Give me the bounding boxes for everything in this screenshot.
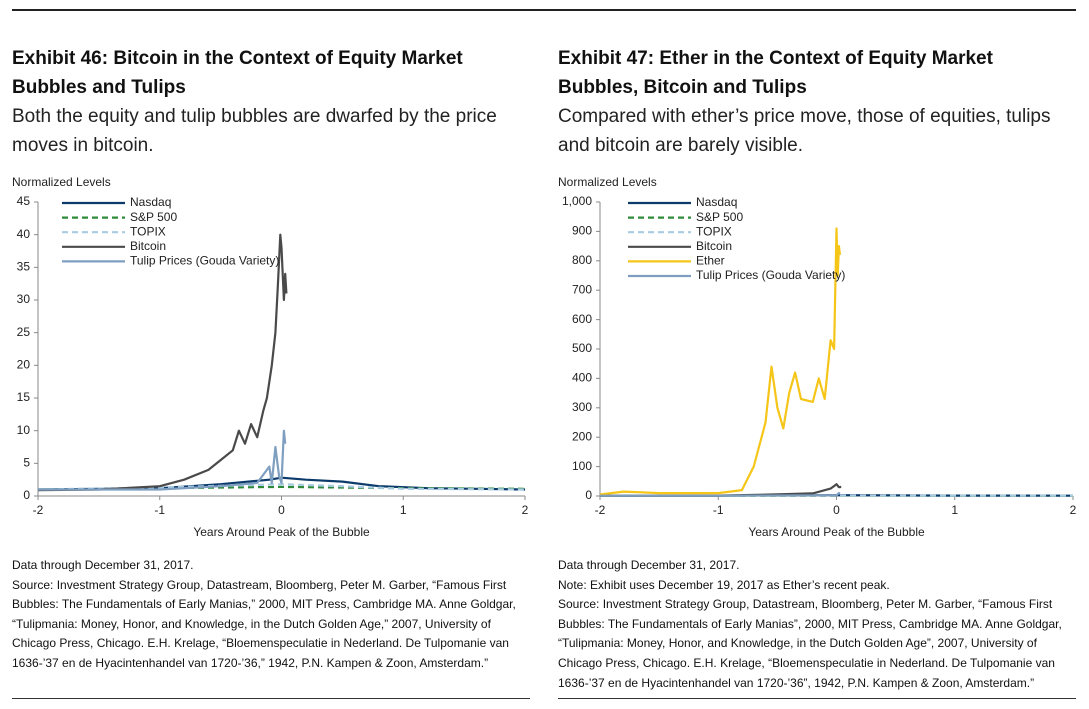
- y-tick-label: 200: [572, 429, 592, 443]
- x-tick-label: 2: [522, 503, 529, 517]
- y-tick-label: 100: [572, 459, 592, 473]
- y-tick-label: 20: [17, 358, 31, 372]
- x-axis-label: Years Around Peak of the Bubble: [193, 525, 370, 539]
- bottom-rule: [558, 698, 1076, 699]
- note-text: Data through December 31, 2017.: [558, 558, 740, 572]
- y-tick-label: 15: [17, 390, 31, 404]
- x-tick-label: 1: [951, 503, 958, 517]
- top-rule: [12, 9, 1076, 11]
- x-axis-label: Years Around Peak of the Bubble: [748, 525, 925, 539]
- exhibit-title: Exhibit 46: Bitcoin in the Context of Eq…: [12, 48, 463, 98]
- legend-label: Ether: [696, 254, 725, 268]
- y-tick-label: 1,000: [562, 194, 592, 208]
- y-tick-label: 700: [572, 282, 592, 296]
- legend-label: Nasdaq: [696, 195, 737, 209]
- legend-label: Tulip Prices (Gouda Variety): [130, 254, 279, 268]
- x-tick-label: 2: [1070, 503, 1076, 517]
- chart: Normalized Levels 0 100 200 300 400 500 600 700 8…: [558, 175, 1076, 539]
- exhibit-subtitle: Compared with ether’s price move, those …: [558, 106, 1051, 156]
- x-tick-label: -1: [713, 503, 724, 517]
- legend-label: Nasdaq: [130, 195, 171, 209]
- note-text: Source: Investment Strategy Group, Datas…: [558, 597, 1062, 690]
- y-tick-label: 600: [572, 312, 592, 326]
- y-axis-label: Normalized Levels: [12, 175, 111, 189]
- x-tick-label: -1: [154, 503, 165, 517]
- exhibit-subtitle: Both the equity and tulip bubbles are dw…: [12, 106, 497, 156]
- note-text: Note: Exhibit uses December 19, 2017 as …: [558, 577, 890, 592]
- y-axis-label: Normalized Levels: [558, 175, 657, 189]
- x-tick-label: -2: [595, 503, 606, 517]
- y-tick-label: 0: [23, 488, 30, 502]
- x-tick-label: 0: [278, 503, 285, 517]
- exhibit-title: Exhibit 47: Ether in the Context of Equi…: [558, 48, 993, 98]
- y-tick-label: 45: [17, 194, 31, 208]
- y-tick-label: 800: [572, 253, 592, 267]
- note-text: Data through December 31, 2017.: [12, 558, 194, 572]
- y-tick-label: 40: [17, 227, 31, 241]
- y-tick-label: 25: [17, 325, 31, 339]
- y-tick-label: 10: [17, 423, 31, 437]
- y-tick-label: 400: [572, 371, 592, 385]
- series-line: [599, 483, 842, 497]
- y-tick-label: 300: [572, 400, 592, 414]
- legend-label: S&P 500: [130, 210, 177, 224]
- legend-label: S&P 500: [696, 210, 743, 224]
- notes: Data through December 31, 2017. Source: I…: [12, 556, 522, 674]
- x-tick-label: -2: [33, 503, 44, 517]
- exhibit-panel: Exhibit 46: Bitcoin in the Context of Eq…: [12, 44, 530, 699]
- series-line: [600, 492, 841, 497]
- y-tick-label: 0: [585, 488, 592, 502]
- y-tick-label: 30: [17, 292, 31, 306]
- legend-label: Tulip Prices (Gouda Variety): [696, 268, 845, 282]
- y-tick-label: 35: [17, 260, 31, 274]
- x-tick-label: 1: [400, 503, 407, 517]
- notes: Data through December 31, 2017. Note: Exh…: [558, 556, 1068, 693]
- note-text: Source: Investment Strategy Group, Datas…: [12, 577, 516, 670]
- y-tick-label: 900: [572, 224, 592, 238]
- legend-label: Bitcoin: [696, 239, 732, 253]
- series-line: [37, 233, 288, 492]
- x-tick-label: 0: [833, 503, 840, 517]
- series-line: [38, 429, 287, 491]
- legend-label: TOPIX: [130, 224, 166, 238]
- y-tick-label: 5: [23, 456, 30, 470]
- exhibit-panel: Exhibit 47: Ether in the Context of Equi…: [558, 44, 1076, 699]
- y-tick-label: 500: [572, 341, 592, 355]
- legend-label: TOPIX: [696, 224, 732, 238]
- series-line: [599, 227, 842, 496]
- legend-label: Bitcoin: [130, 239, 166, 253]
- bottom-rule: [12, 698, 530, 699]
- chart: Normalized Levels 0 5 10 15 20 25 30 35 40 45 -2 -1 0…: [12, 175, 529, 539]
